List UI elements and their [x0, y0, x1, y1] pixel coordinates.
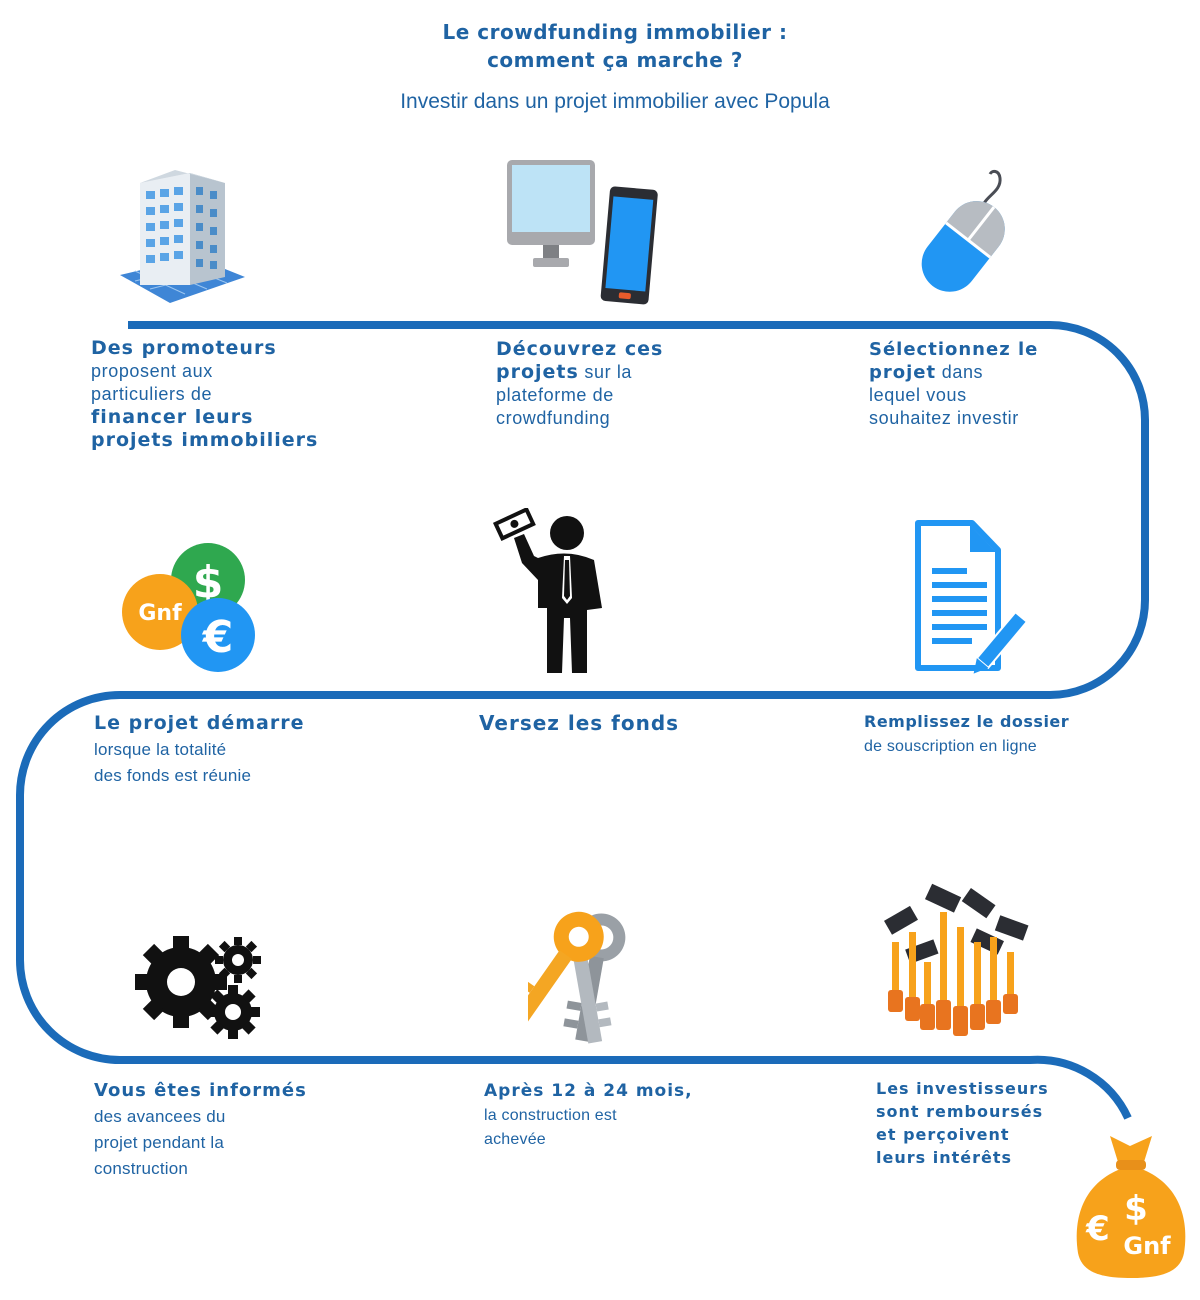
- step-1-bold-2: financer leurs: [91, 406, 254, 428]
- step-2-bold-1: Découvrez ces: [496, 338, 664, 360]
- step-9-bold-3: et perçoivent: [876, 1125, 1010, 1144]
- step-9-bold-1: Les investisseurs: [876, 1079, 1049, 1098]
- step-5-bold-1: Versez les fonds: [479, 711, 680, 735]
- mouse-icon: [921, 169, 1005, 292]
- step-4-bold-1: Remplissez le dossier: [864, 712, 1070, 731]
- step-3-text-2: lequel vous: [869, 385, 967, 405]
- step-8-text-2: achevée: [484, 1131, 546, 1148]
- gears-icon: [135, 936, 261, 1039]
- investor-icon: [492, 508, 602, 673]
- step-apres: Après 12 à 24 mois, la construction est …: [484, 1079, 693, 1152]
- step-3-bold-2: projet: [869, 362, 937, 383]
- step-6-text-2: des fonds est réunie: [94, 766, 252, 785]
- step-7-text-2: projet pendant la: [94, 1133, 225, 1152]
- step-2-bold-2: projets: [496, 361, 579, 383]
- step-3-text-3: souhaitez investir: [869, 408, 1019, 428]
- step-promoteurs: Des promoteurs proposent aux particulier…: [91, 337, 318, 452]
- step-3-text-1: dans: [936, 362, 984, 382]
- step-selectionnez: Sélectionnez le projet dans lequel vous …: [869, 338, 1038, 430]
- money-bag-icon: € $ Gnf: [1076, 1136, 1186, 1278]
- devices-icon: [507, 160, 658, 305]
- step-1-text-1: proposent aux: [91, 361, 213, 381]
- step-8-bold-1: Après 12 à 24 mois,: [484, 1081, 693, 1101]
- step-3-bold-1: Sélectionnez le: [869, 339, 1039, 360]
- step-7-text-1: des avancees du: [94, 1107, 226, 1126]
- step-investisseurs: Les investisseurs sont remboursés et per…: [876, 1077, 1049, 1169]
- keys-icon: [528, 911, 626, 1044]
- bag-dollar-symbol: $: [1124, 1189, 1148, 1229]
- step-remplissez: Remplissez le dossier de souscription en…: [864, 710, 1069, 759]
- step-7-text-3: construction: [94, 1159, 189, 1178]
- step-versez: Versez les fonds: [479, 712, 679, 736]
- step-1-text-2: particuliers de: [91, 384, 213, 404]
- step-9-bold-2: sont remboursés: [876, 1102, 1044, 1121]
- step-6-text-1: lorsque la totalité: [94, 740, 227, 759]
- step-8-text-1: la construction est: [484, 1107, 617, 1124]
- step-7-bold-1: Vous êtes informés: [94, 1080, 307, 1101]
- currency-coins-icon: $ Gnf €: [122, 543, 255, 672]
- title-line-2: comment ça marche ?: [487, 48, 743, 72]
- step-decouvrez: Découvrez ces projets sur la plateforme …: [496, 338, 663, 430]
- step-1-bold-1: Des promoteurs: [91, 337, 277, 359]
- document-icon: [915, 520, 1027, 674]
- step-informes: Vous êtes informés des avancees du proje…: [94, 1078, 307, 1182]
- step-6-bold-1: Le projet démarre: [94, 712, 305, 734]
- step-9-bold-4: leurs intérêts: [876, 1148, 1012, 1167]
- step-2-text-2: plateforme de: [496, 385, 614, 405]
- money-hands-icon: [884, 883, 1029, 1036]
- subtitle: Investir dans un projet immobilier avec …: [400, 90, 830, 113]
- title-line-1: Le crowdfunding immobilier :: [442, 20, 788, 44]
- coin-gnf-label: Gnf: [138, 601, 182, 626]
- step-2-text-3: crowdfunding: [496, 408, 611, 428]
- step-1-bold-3: projets immobiliers: [91, 429, 319, 451]
- building-icon: [120, 170, 245, 303]
- step-4-text-1: de souscription en ligne: [864, 738, 1037, 755]
- bag-gnf-label: Gnf: [1123, 1232, 1171, 1260]
- step-2-text-1: sur la: [578, 362, 633, 382]
- bag-euro-symbol: €: [1085, 1209, 1110, 1249]
- coin-euro-symbol: €: [202, 612, 234, 663]
- step-demarre: Le projet démarre lorsque la totalité de…: [94, 710, 304, 789]
